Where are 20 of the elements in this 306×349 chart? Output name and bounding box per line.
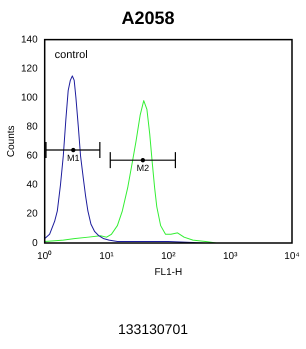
x-tick-label: 10³ <box>222 250 238 262</box>
y-tick-label: 80 <box>26 122 38 133</box>
chart-title: A2058 <box>121 8 175 28</box>
y-axis-title: Counts <box>6 125 17 158</box>
y-tick-label: 20 <box>26 208 38 220</box>
text: 133130701 <box>118 320 188 337</box>
series-label: M1 <box>67 153 80 163</box>
x-tick-label: 10⁰ <box>37 250 52 262</box>
x-tick-label: 10² <box>161 250 176 262</box>
x-axis-title: FL1-H <box>154 266 182 278</box>
y-tick-label: 120 <box>20 63 38 74</box>
y-tick-label: 40 <box>26 180 38 191</box>
series-label: M2 <box>136 163 150 174</box>
y-tick-label: 100 <box>20 92 38 104</box>
x-tick-label: 10⁴ <box>284 250 300 262</box>
annotation: control <box>54 49 88 62</box>
y-tick-label: 140 <box>20 34 38 46</box>
y-tick-label: 60 <box>26 150 38 162</box>
y-tick-label: 0 <box>32 238 38 249</box>
x-tick-label: 10¹ <box>99 250 114 262</box>
